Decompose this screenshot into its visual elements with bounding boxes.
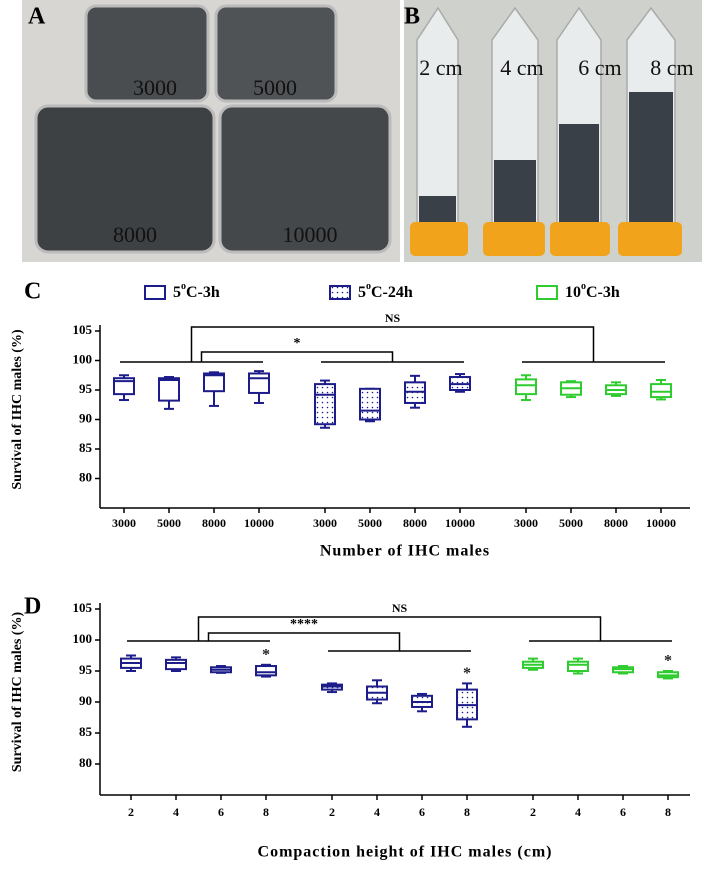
box <box>158 377 180 402</box>
x-tick-label: 8 <box>665 805 671 819</box>
bracket <box>190 326 595 362</box>
x-tick-label: 8000 <box>604 516 628 530</box>
sample <box>629 92 673 226</box>
bracket <box>200 351 394 362</box>
box <box>359 387 381 421</box>
box <box>113 377 135 396</box>
x-tick-label: 2 <box>329 805 335 819</box>
photo-text: 8000 <box>113 222 157 247</box>
box <box>650 383 672 399</box>
x-tick-label: 2 <box>128 805 134 819</box>
flag: * <box>262 646 270 663</box>
y-tick-label: 95 <box>79 662 93 677</box>
x-tick-label: 5000 <box>157 516 181 530</box>
legend-swatch <box>144 285 166 300</box>
x-tick-label: 6 <box>419 805 425 819</box>
photo-text: 3000 <box>133 75 177 100</box>
y-tick-label: 105 <box>73 322 93 337</box>
x-tick-label: 8 <box>464 805 470 819</box>
photo-text: 5000 <box>253 75 297 100</box>
tray <box>34 104 216 254</box>
x-tick-label: 6 <box>620 805 626 819</box>
legend-label: 10oC-3h <box>565 281 620 300</box>
x-tick-label: 3000 <box>313 516 337 530</box>
panel-label: A <box>28 4 46 30</box>
y-axis-label: Survival of IHC males (%) <box>10 612 25 773</box>
photo-text: 10000 <box>283 222 338 247</box>
panel-label: D <box>24 594 41 620</box>
x-tick-label: 5000 <box>358 516 382 530</box>
y-tick-label: 90 <box>79 410 92 425</box>
sample <box>559 124 599 226</box>
cap <box>550 222 610 256</box>
box <box>165 658 187 671</box>
photo-text: 6 cm <box>578 55 621 80</box>
box <box>203 372 225 393</box>
x-tick-label: 6 <box>218 805 224 819</box>
x-tick-label: 8000 <box>202 516 226 530</box>
y-tick-label: 105 <box>73 600 93 615</box>
tray <box>214 4 338 103</box>
x-tick-label: 10000 <box>244 516 274 530</box>
x-tick-label: 4 <box>575 805 581 819</box>
legend-label: 5oC-24h <box>358 281 413 300</box>
x-tick-label: 4 <box>374 805 380 819</box>
y-tick-label: 90 <box>79 693 92 708</box>
x-tick-label: 10000 <box>646 516 676 530</box>
sample <box>419 196 456 226</box>
tray <box>84 4 210 103</box>
cap <box>483 222 545 256</box>
y-axis-label: Survival of IHC males (%) <box>10 329 25 490</box>
x-tick-label: 10000 <box>445 516 475 530</box>
photo-a: 3000 5000 8000 10000 A <box>22 0 400 262</box>
significance-label: NS <box>392 601 408 615</box>
bracket <box>207 632 401 651</box>
legend-label: 5oC-3h <box>173 281 220 300</box>
box <box>567 660 589 673</box>
photo-b: 2 cm 4 cm 6 cm 8 cm B <box>404 0 702 262</box>
box <box>515 378 537 396</box>
significance-label: **** <box>290 617 318 632</box>
significance-label: * <box>294 336 301 351</box>
x-tick-label: 4 <box>173 805 179 819</box>
cap <box>410 222 468 256</box>
x-tick-label: 2 <box>530 805 536 819</box>
tray <box>218 104 392 254</box>
flag: * <box>463 665 471 682</box>
panel-label: B <box>404 4 420 30</box>
y-tick-label: 80 <box>79 469 92 484</box>
chart: D 80 85 90 95 100 105 Survival of IHC males (%)… <box>10 594 690 861</box>
photo-text: 4 cm <box>500 55 543 80</box>
y-tick-label: 85 <box>79 440 93 455</box>
box <box>248 372 270 394</box>
x-tick-label: 8 <box>263 805 269 819</box>
x-axis-label: Compaction height of IHC males (cm) <box>258 844 553 861</box>
y-tick-label: 95 <box>79 381 93 396</box>
panel-label: C <box>24 279 41 305</box>
cap <box>618 222 682 256</box>
x-tick-label: 3000 <box>514 516 538 530</box>
x-axis-label: Number of IHC males <box>320 543 490 560</box>
bracket <box>197 616 602 641</box>
legend-swatch <box>329 285 351 300</box>
sample <box>494 160 536 226</box>
y-tick-label: 100 <box>73 351 93 366</box>
y-tick-label: 85 <box>79 724 93 739</box>
x-tick-label: 3000 <box>112 516 136 530</box>
box <box>314 383 336 426</box>
significance-label: NS <box>385 311 401 325</box>
flag: * <box>664 653 672 670</box>
legend-swatch <box>536 285 558 300</box>
chart: C 80 85 90 95 100 105 Survival of IHC males (%)… <box>10 279 690 560</box>
photo-text: 8 cm <box>650 55 693 80</box>
y-tick-label: 80 <box>79 755 92 770</box>
y-tick-label: 100 <box>73 631 93 646</box>
photo-text: 2 cm <box>419 55 462 80</box>
box <box>255 665 277 677</box>
x-tick-label: 5000 <box>559 516 583 530</box>
x-tick-label: 8000 <box>403 516 427 530</box>
